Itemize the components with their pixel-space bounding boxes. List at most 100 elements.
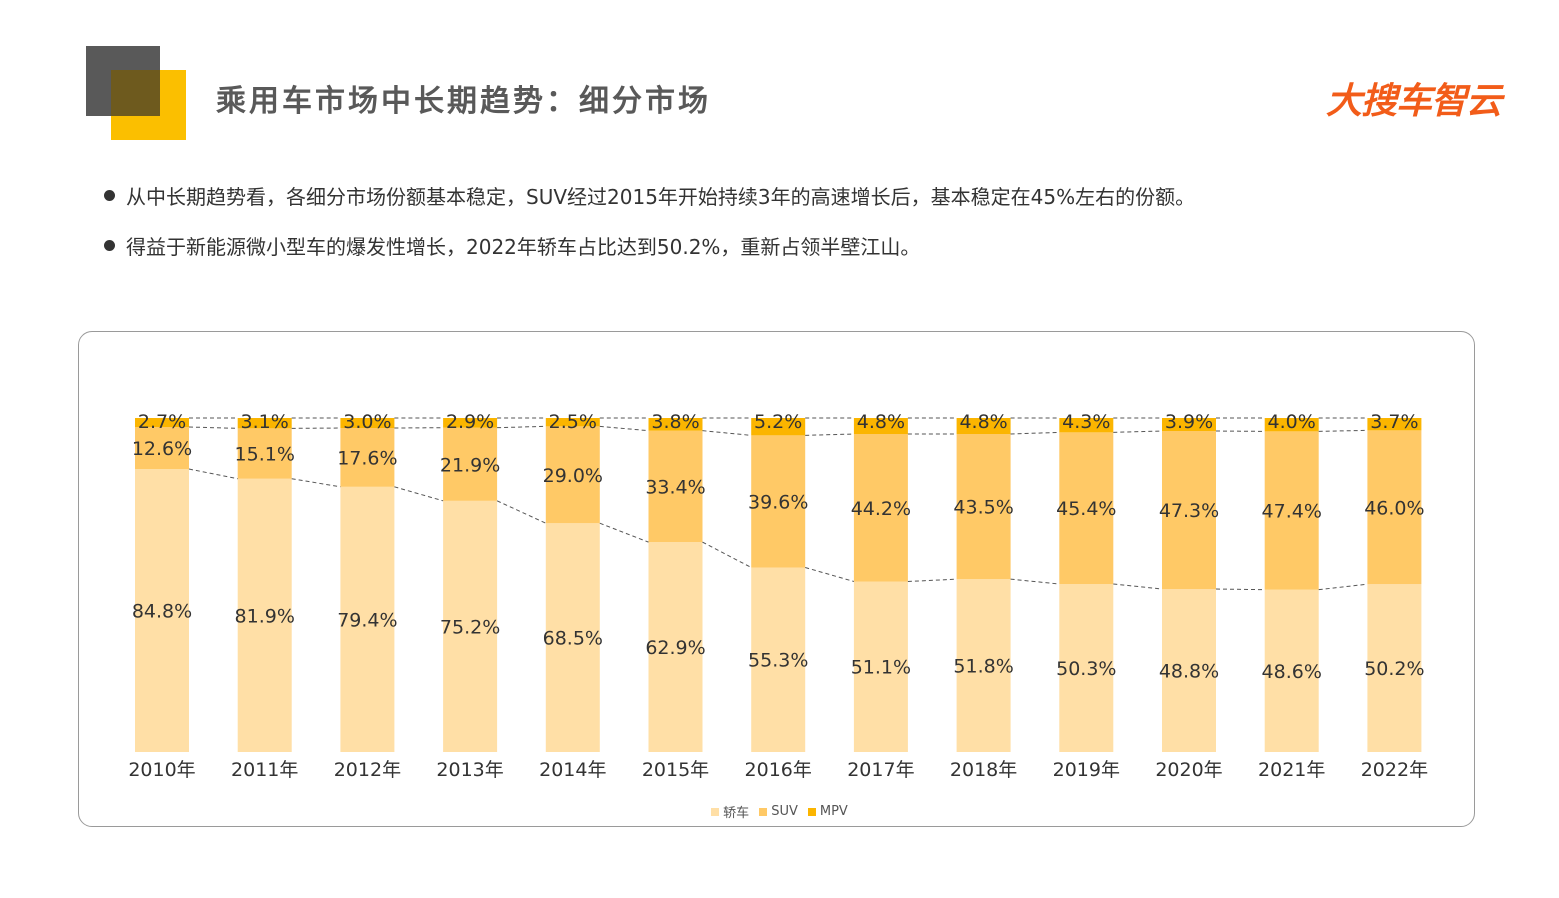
x-tick-label: 2016年 <box>745 759 812 781</box>
legend-item-suv: SUV <box>759 802 798 821</box>
bar-mpv <box>648 418 703 431</box>
data-label: 2.9% <box>446 411 494 433</box>
data-label: 2.7% <box>138 411 186 433</box>
series-connector-line <box>702 430 752 436</box>
series-connector-line <box>1010 578 1060 585</box>
legend-label: SUV <box>771 804 798 819</box>
x-tick-label: 2011年 <box>231 759 298 781</box>
bar-sedan <box>751 567 806 752</box>
series-connector-line <box>1113 583 1163 590</box>
legend-swatch-sedan <box>711 807 720 816</box>
data-label: 51.1% <box>851 657 911 679</box>
data-label: 4.8% <box>959 411 1007 433</box>
data-label: 45.4% <box>1056 498 1116 520</box>
bar-sedan <box>443 500 498 752</box>
decor-overlap-square <box>111 70 160 116</box>
page-title: 乘用车市场中长期趋势：细分市场 <box>216 84 711 119</box>
data-label: 47.4% <box>1262 501 1322 523</box>
bullet-text: 得益于新能源微小型车的爆发性增长，2022年轿车占比达到50.2%，重新占领半壁… <box>126 234 921 259</box>
data-label: 44.2% <box>851 498 911 520</box>
x-tick-label: 2015年 <box>642 759 709 781</box>
series-connector-line <box>599 425 649 432</box>
series-connector-line <box>291 478 341 488</box>
bar-mpv <box>1162 418 1216 432</box>
bar-suv <box>751 435 806 568</box>
x-tick-label: 2022年 <box>1361 759 1428 781</box>
bar-suv <box>956 434 1011 580</box>
data-label: 15.1% <box>235 444 295 466</box>
x-tick-label: 2020年 <box>1155 759 1222 781</box>
bar-mpv <box>853 418 908 435</box>
bullet-item: 得益于新能源微小型车的爆发性增长，2022年轿车占比达到50.2%，重新占领半壁… <box>104 230 1195 260</box>
series-connector-line <box>1113 430 1163 433</box>
data-label: 3.9% <box>1165 411 1213 433</box>
bar-sedan <box>237 478 292 752</box>
bar-suv <box>1059 432 1114 584</box>
data-label: 33.4% <box>645 476 705 498</box>
brand-logo: 大搜车智云 <box>1325 81 1502 122</box>
series-connector-line <box>1215 588 1265 591</box>
data-label: 4.8% <box>857 411 905 433</box>
bar-mpv <box>956 418 1011 435</box>
chart-frame <box>78 331 1475 827</box>
chart-legend: 轿车 SUV MPV <box>0 802 1559 821</box>
data-label: 84.8% <box>132 601 192 623</box>
bar-mpv <box>1059 418 1114 433</box>
x-tick-label: 2019年 <box>1053 759 1120 781</box>
bar-suv <box>1162 431 1216 590</box>
data-label: 62.9% <box>645 637 705 659</box>
bar-sedan <box>340 486 395 752</box>
bar-suv <box>340 428 395 487</box>
data-label: 48.6% <box>1262 661 1322 683</box>
data-label: 4.3% <box>1062 411 1110 433</box>
data-label: 75.2% <box>440 616 500 638</box>
data-label: 3.1% <box>241 411 289 433</box>
bar-mpv <box>751 418 806 436</box>
data-label: 17.6% <box>337 447 397 469</box>
data-label: 43.5% <box>953 497 1013 519</box>
data-label: 21.9% <box>440 454 500 476</box>
bar-suv <box>443 427 498 501</box>
bar-suv <box>648 430 703 543</box>
data-label: 3.7% <box>1370 411 1418 433</box>
series-connector-line <box>599 522 649 543</box>
bullet-dot-icon <box>104 189 115 201</box>
bar-suv <box>237 428 292 479</box>
bullet-text: 从中长期趋势看，各细分市场份额基本稳定，SUV经过2015年开始持续3年的高速增… <box>126 184 1196 209</box>
data-label: 81.9% <box>235 605 295 627</box>
bar-mpv <box>135 418 189 428</box>
data-label: 47.3% <box>1159 500 1219 522</box>
x-tick-label: 2013年 <box>436 759 503 781</box>
series-connector-line <box>1010 431 1060 435</box>
series-connector-line <box>496 500 547 524</box>
bar-suv <box>1367 430 1422 585</box>
bar-sedan <box>1162 589 1216 752</box>
data-label: 3.8% <box>651 411 699 433</box>
bar-mpv <box>443 418 498 428</box>
series-connector-line <box>805 433 854 436</box>
bar-suv <box>545 426 600 524</box>
x-tick-label: 2012年 <box>334 759 401 781</box>
bar-sedan <box>1367 584 1422 752</box>
series-connector-line <box>1318 583 1368 591</box>
bullet-dot-icon <box>104 239 115 251</box>
data-label: 3.0% <box>343 411 391 433</box>
x-tick-label: 2014年 <box>539 759 606 781</box>
data-label: 48.8% <box>1159 661 1219 683</box>
data-label: 51.8% <box>953 656 1013 678</box>
data-label: 29.0% <box>543 465 603 487</box>
bar-sedan <box>135 469 189 752</box>
x-tick-label: 2017年 <box>847 759 914 781</box>
series-connector-line <box>394 486 444 502</box>
series-connector-line <box>1318 429 1368 432</box>
bar-mpv <box>340 418 395 429</box>
x-tick-label: 2021年 <box>1258 759 1325 781</box>
bar-suv <box>135 427 189 470</box>
data-label: 50.2% <box>1364 658 1424 680</box>
legend-label: MPV <box>819 804 848 819</box>
legend-item-sedan: 轿车 <box>711 802 749 821</box>
series-connector-line <box>497 425 546 429</box>
data-label: 39.6% <box>748 491 808 513</box>
bar-suv <box>1264 431 1319 590</box>
